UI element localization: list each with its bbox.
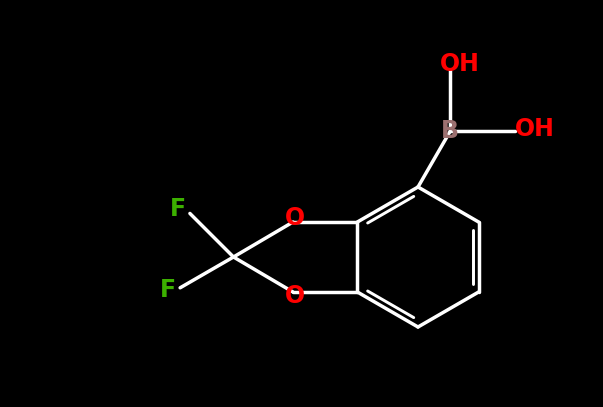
- Text: F: F: [160, 278, 176, 302]
- Text: B: B: [441, 119, 459, 143]
- Text: O: O: [285, 206, 305, 230]
- Text: OH: OH: [515, 117, 555, 141]
- Text: O: O: [285, 284, 305, 308]
- Text: OH: OH: [440, 52, 480, 76]
- Text: F: F: [170, 197, 186, 221]
